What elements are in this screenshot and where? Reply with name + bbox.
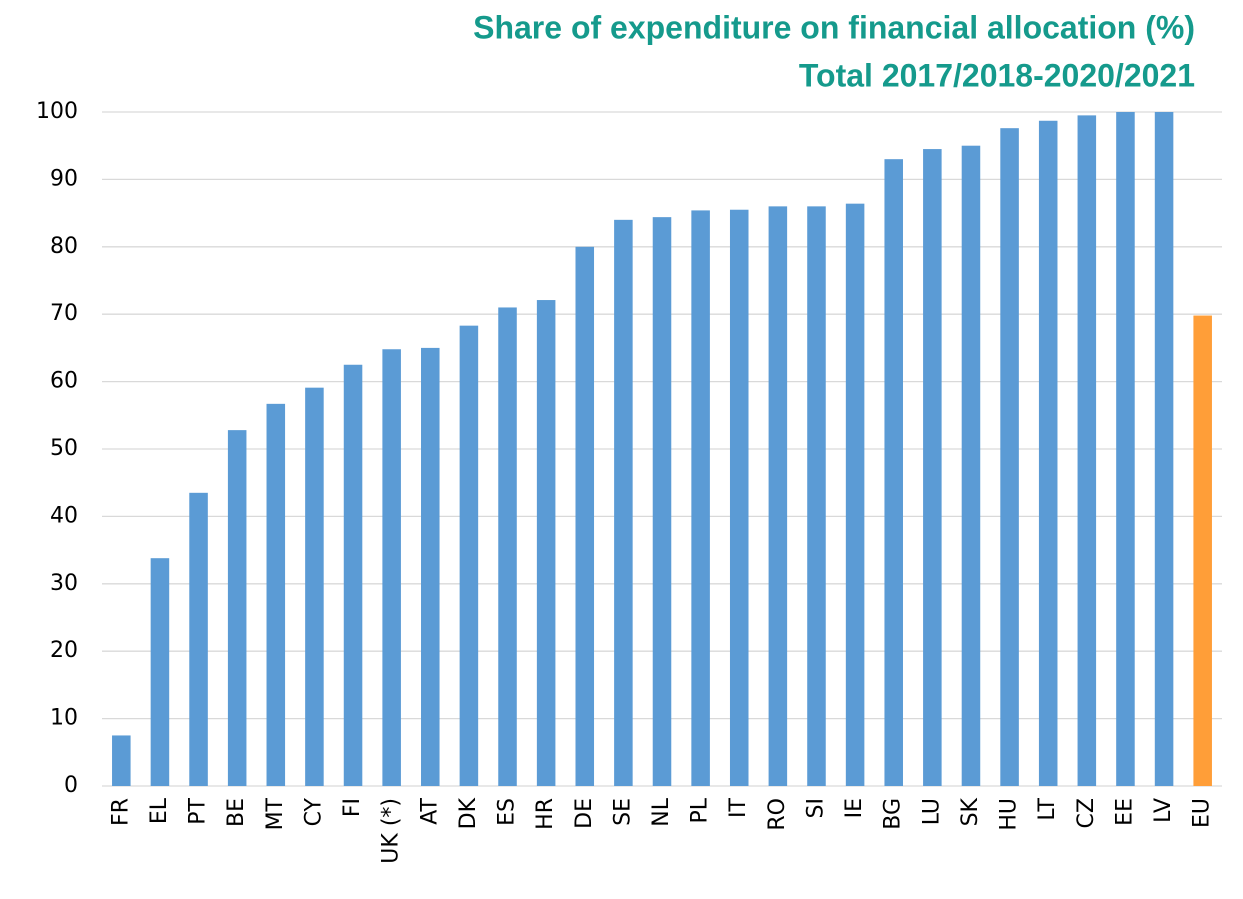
bar: [189, 492, 208, 786]
x-tick-label: RO: [765, 798, 790, 831]
y-tick-label: 50: [50, 436, 78, 461]
bar: [652, 217, 672, 787]
bar: [845, 203, 865, 786]
chart-subtitle: Total 2017/2018-2020/2021: [799, 57, 1195, 93]
x-tick-label: LU: [919, 798, 944, 825]
bar: [266, 403, 286, 786]
x-tick-label: SI: [803, 798, 828, 818]
bar: [536, 300, 556, 786]
x-tick-label: DK: [456, 797, 481, 829]
x-tick-label: IT: [726, 797, 751, 817]
bar: [227, 430, 247, 786]
y-tick-label: 60: [50, 369, 78, 394]
x-tick-label: UK (*): [379, 798, 404, 864]
x-tick-label: AT: [417, 797, 442, 824]
x-tick-label: PT: [186, 797, 211, 824]
chart-title: Share of expenditure on financial alloca…: [473, 9, 1195, 45]
x-tick-label: CZ: [1074, 798, 1099, 828]
bar: [961, 145, 981, 786]
y-tick-label: 40: [50, 503, 78, 528]
x-tick-label: BG: [881, 798, 906, 830]
x-tick-label: LV: [1151, 798, 1176, 823]
x-tick-label: PL: [688, 797, 713, 823]
bar: [498, 307, 517, 786]
bar: [305, 387, 324, 786]
y-tick-label: 30: [50, 571, 78, 596]
bar: [1038, 120, 1058, 786]
y-tick-label: 90: [50, 166, 78, 191]
x-tick-label: SK: [958, 797, 983, 826]
y-tick-label: 80: [50, 234, 78, 259]
bar: [923, 149, 942, 786]
bar: [112, 735, 131, 786]
y-tick-label: 20: [50, 638, 78, 663]
bar: [729, 209, 749, 787]
bar: [150, 558, 170, 786]
y-tick-label: 0: [64, 773, 78, 798]
x-tick-label: ES: [495, 798, 520, 826]
bar: [343, 364, 363, 786]
bar: [382, 349, 401, 786]
y-tick-label: 10: [50, 706, 78, 731]
x-tick-label: EE: [1112, 798, 1137, 826]
x-tick-label: HU: [997, 798, 1022, 831]
x-tick-label: EU: [1190, 798, 1215, 828]
x-tick-label: MT: [263, 797, 288, 830]
bar: [1116, 112, 1135, 786]
bar: [1077, 115, 1097, 787]
bar: [691, 210, 710, 787]
x-tick-label: SE: [610, 798, 635, 826]
bar: [459, 325, 479, 786]
bar: [421, 347, 440, 786]
bar: [1154, 112, 1174, 786]
x-tick-label: HR: [533, 798, 558, 830]
bar: [1000, 128, 1019, 786]
bar: [768, 206, 788, 787]
bar: [575, 246, 595, 787]
x-tick-label: IE: [842, 798, 867, 818]
x-tick-label: LT: [1035, 797, 1060, 820]
bar: [1193, 315, 1212, 786]
x-tick-label: NL: [649, 797, 674, 826]
x-tick-label: CY: [301, 797, 326, 826]
y-tick-label: 70: [50, 301, 78, 326]
x-tick-label: EL: [147, 797, 172, 824]
x-tick-label: BE: [224, 798, 249, 827]
x-tick-label: DE: [572, 798, 597, 829]
y-tick-label: 100: [36, 99, 78, 124]
bar: [614, 219, 633, 787]
bar: [807, 206, 826, 787]
bar: [884, 159, 903, 786]
x-tick-label: FI: [340, 798, 365, 817]
x-tick-label: FR: [108, 798, 133, 826]
